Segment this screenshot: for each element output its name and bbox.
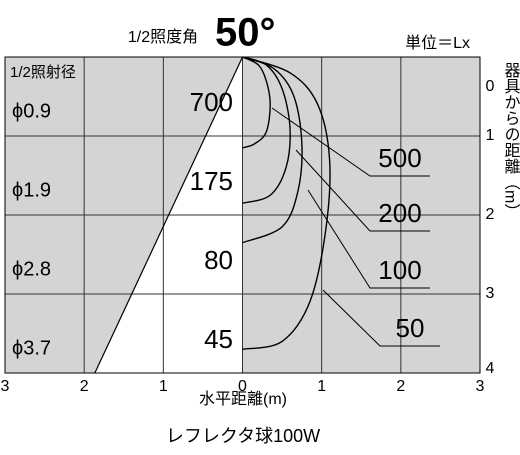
isolux-label: 200: [378, 198, 421, 228]
leader-line: [271, 107, 430, 177]
x-tick-label: 3: [1, 378, 10, 395]
isolux-curve: [242, 56, 271, 149]
y-tick-label: 4: [486, 360, 495, 377]
isolux-curve: [242, 56, 331, 350]
diameter-header: 1/2照射径: [10, 64, 76, 81]
y-tick-label: 0: [486, 78, 495, 95]
y-axis-label: 器具からの距離（m）: [502, 62, 520, 219]
leader-line: [322, 289, 440, 347]
illuminance: 700: [190, 87, 233, 117]
diameter: ϕ1.9: [12, 179, 51, 201]
y-tick-label: 1: [486, 127, 495, 144]
illuminance: 175: [190, 166, 233, 196]
leader-line: [295, 149, 430, 232]
isolux-label: 50: [396, 313, 425, 343]
x-tick-label: 3: [476, 378, 485, 395]
x-tick-label: 1: [317, 378, 326, 395]
x-tick-label: 1: [159, 378, 168, 395]
unit-label: 単位＝Lx: [405, 34, 470, 52]
y-tick-label: 2: [486, 206, 495, 223]
caption: レフレクタ球100W: [166, 426, 320, 446]
illuminance: 45: [204, 324, 233, 354]
isolux-curve: [242, 56, 303, 244]
leader-line: [307, 189, 430, 289]
beam-angle-label: 1/2照度角: [128, 28, 198, 46]
diameter: ϕ3.7: [12, 337, 51, 359]
isolux-label: 500: [378, 143, 421, 173]
x-tick-label: 2: [396, 378, 405, 395]
diameter: ϕ2.8: [12, 258, 51, 280]
illuminance: 80: [204, 245, 233, 275]
diameter: ϕ0.9: [12, 100, 51, 122]
beam-edge: [94, 56, 244, 374]
isolux-label: 100: [378, 255, 421, 285]
x-tick-label: 0: [238, 378, 247, 395]
y-tick-label: 3: [486, 285, 495, 302]
beam-angle: 50°: [215, 11, 276, 55]
x-axis-label: 水平距離(m): [199, 390, 287, 408]
x-tick-label: 2: [80, 378, 89, 395]
